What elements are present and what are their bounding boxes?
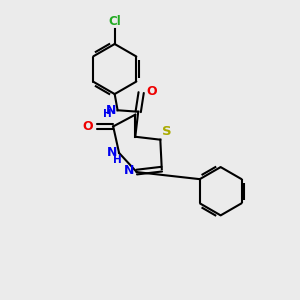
Text: Cl: Cl <box>108 15 121 28</box>
Text: N: N <box>107 146 118 159</box>
Text: S: S <box>162 125 171 138</box>
Text: H: H <box>103 109 112 119</box>
Text: H: H <box>113 155 122 165</box>
Text: O: O <box>146 85 157 98</box>
Text: O: O <box>82 120 93 133</box>
Text: N: N <box>124 164 134 177</box>
Text: N: N <box>106 104 116 117</box>
